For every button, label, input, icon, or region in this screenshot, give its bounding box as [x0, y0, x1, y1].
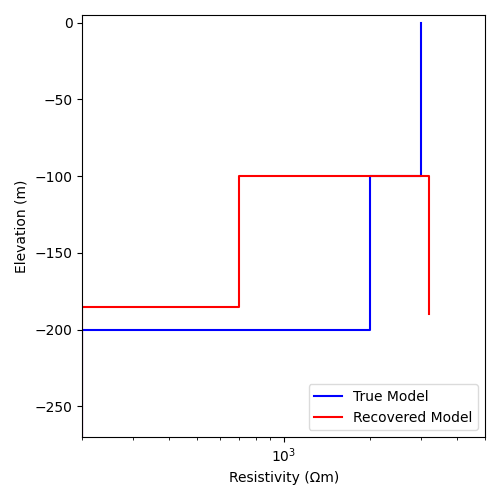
- Recovered Model: [80, 304, 86, 310]
- Recovered Model: [236, 173, 242, 179]
- Recovered Model: [236, 304, 242, 310]
- Recovered Model: [80, 434, 86, 440]
- Line: True Model: True Model: [82, 22, 421, 437]
- True Model: [368, 326, 374, 332]
- Y-axis label: Elevation (m): Elevation (m): [15, 180, 29, 272]
- Recovered Model: [426, 312, 432, 318]
- True Model: [418, 20, 424, 26]
- Legend: True Model, Recovered Model: True Model, Recovered Model: [308, 384, 478, 430]
- True Model: [368, 173, 374, 179]
- True Model: [418, 173, 424, 179]
- Line: Recovered Model: Recovered Model: [82, 176, 429, 437]
- X-axis label: Resistivity (Ωm): Resistivity (Ωm): [228, 471, 339, 485]
- True Model: [80, 434, 86, 440]
- True Model: [80, 326, 86, 332]
- Recovered Model: [426, 173, 432, 179]
